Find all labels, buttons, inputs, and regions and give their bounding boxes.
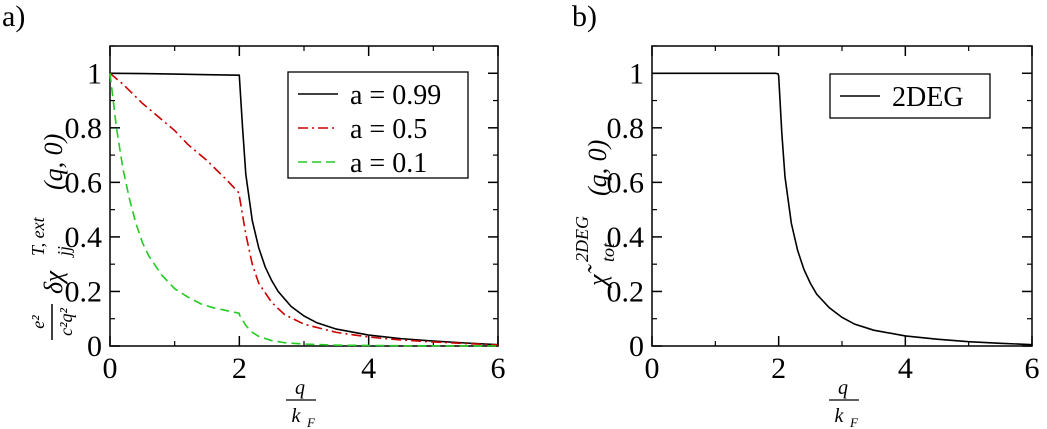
ylabel-sup: T, ext bbox=[28, 216, 48, 256]
x-tick-label: 2 bbox=[771, 352, 786, 385]
y-tick-label: 0.4 bbox=[607, 221, 645, 254]
ylabel-sub: jj bbox=[54, 246, 74, 258]
panel-b-plot: 0 2 4 6 0 0.2 0.4 0.6 0.8 1 2DEG bbox=[607, 45, 1040, 385]
legend-label-2: a = 0.5 bbox=[350, 114, 427, 145]
x-tick-label: 0 bbox=[103, 352, 118, 385]
y-tick-label: 0 bbox=[87, 330, 102, 363]
x-tick-label: 4 bbox=[361, 352, 376, 385]
y-tick-label: 0 bbox=[629, 330, 644, 363]
legend-box bbox=[287, 71, 469, 179]
panel-b: b) χ̃ 2DEG tot (q, 0) q k F 0 2 4 600.20.40… bbox=[572, 0, 1040, 429]
series-line-2 bbox=[109, 72, 499, 346]
ylabel-b-sup: 2DEG bbox=[572, 216, 592, 262]
legend-label-1: a = 0.99 bbox=[350, 80, 441, 111]
y-tick-label: 0.8 bbox=[607, 112, 645, 145]
ylabel-b-args: (q, 0) bbox=[583, 140, 612, 196]
y-tick-label: 1 bbox=[629, 57, 644, 90]
xlabel-b-den-sub: F bbox=[849, 415, 859, 429]
panel-a-ylabel: e² c²q² δχ T, ext jj (q, 0) bbox=[28, 134, 76, 340]
panel-b-xlabel: q k F bbox=[829, 377, 859, 429]
panel-b-label: b) bbox=[572, 0, 597, 33]
xlabel-den: k bbox=[292, 405, 302, 427]
y-tick-label: 0.2 bbox=[65, 275, 103, 308]
panel-b-ylabel: χ̃ 2DEG tot (q, 0) bbox=[572, 140, 618, 289]
series-line-1 bbox=[652, 72, 1033, 346]
legend-label-1: 2DEG bbox=[892, 82, 964, 113]
x-tick-label: 0 bbox=[645, 352, 660, 385]
panel-a: a) e² c²q² δχ T, ext jj (q, 0) q k F 0 2 4… bbox=[2, 0, 506, 429]
y-tick-label: 0.8 bbox=[65, 112, 103, 145]
series-line-1 bbox=[109, 72, 499, 346]
xlabel-b-den: k bbox=[835, 405, 845, 427]
legend-label-3: a = 0.1 bbox=[350, 148, 427, 179]
ylabel-args: (q, 0) bbox=[39, 134, 68, 190]
y-tick-label: 0.2 bbox=[607, 275, 645, 308]
xlabel-den-sub: F bbox=[306, 415, 316, 429]
ylabel-prefactor-num: e² bbox=[28, 315, 48, 329]
panel-a-xlabel: q k F bbox=[286, 377, 316, 429]
xlabel-num: q bbox=[295, 377, 305, 399]
y-tick-label: 0.6 bbox=[607, 166, 645, 199]
y-tick-label: 0.6 bbox=[65, 166, 103, 199]
series-line-3 bbox=[109, 73, 499, 347]
x-tick-label: 6 bbox=[491, 352, 506, 385]
ylabel-b-sub: tot bbox=[598, 242, 618, 262]
x-tick-label: 6 bbox=[1025, 352, 1040, 385]
panel-a-label: a) bbox=[2, 0, 25, 33]
ylabel-prefactor-den: c²q² bbox=[56, 308, 76, 336]
xlabel-b-num: q bbox=[838, 377, 848, 399]
panel-a-plot: 0 2 4 6 0 0.2 0.4 0.6 0.8 1 a = 0.99a = 0.5a = 0.1 bbox=[65, 45, 506, 385]
x-tick-label: 2 bbox=[232, 352, 247, 385]
x-tick-label: 4 bbox=[898, 352, 913, 385]
ylabel-base: δχ bbox=[39, 270, 68, 294]
y-tick-label: 1 bbox=[87, 57, 102, 90]
y-tick-label: 0.4 bbox=[65, 221, 103, 254]
